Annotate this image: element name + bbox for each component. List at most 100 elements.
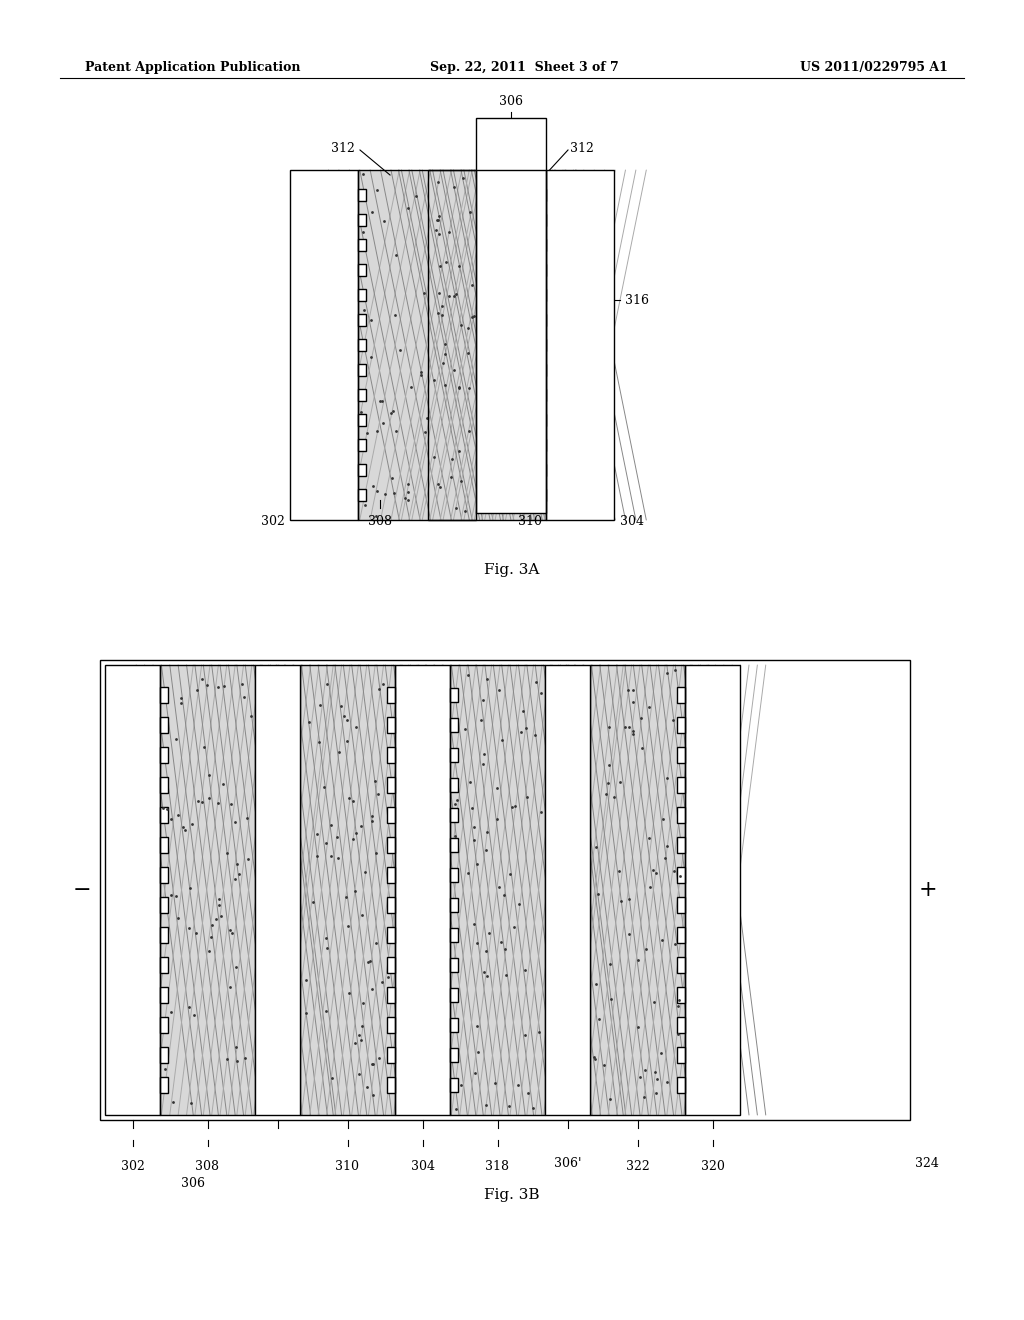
Point [168,729,184,750]
Point [477,388,494,409]
Point [403,378,420,399]
Point [355,993,372,1014]
Point [525,1097,542,1118]
Point [163,1001,179,1022]
Point [226,869,243,890]
Point [305,891,322,912]
Point [529,281,546,302]
Point [495,729,511,750]
Point [453,1074,469,1096]
Bar [538,214,546,227]
Point [451,378,467,399]
Point [622,924,638,945]
Point [464,306,480,327]
Point [498,965,514,986]
Bar [677,1018,685,1032]
Point [621,888,637,909]
Point [588,973,604,994]
Bar [450,665,545,1115]
Bar [590,665,685,1115]
Point [460,317,476,338]
Point [666,710,682,731]
Point [203,927,219,948]
Point [419,407,435,428]
Point [493,178,509,199]
Point [347,880,364,902]
Point [348,822,365,843]
Point [347,1032,364,1053]
Bar [255,665,300,1115]
Point [221,920,238,941]
Point [210,792,226,813]
Point [478,821,495,842]
Point [666,861,682,882]
Bar [545,665,590,1115]
Text: +: + [919,879,937,902]
Bar [387,777,395,793]
Point [453,471,469,492]
Bar [160,957,168,973]
Point [534,801,550,822]
Bar [387,808,395,822]
Point [353,401,370,422]
Point [461,378,477,399]
Text: Fig. 3B: Fig. 3B [484,1188,540,1203]
Point [165,1092,181,1113]
Bar [450,928,458,941]
Point [204,915,220,936]
Point [431,205,447,226]
Point [640,697,656,718]
Bar [677,987,685,1003]
Bar [677,1047,685,1063]
Point [228,957,245,978]
Point [497,939,513,960]
Point [163,808,179,829]
Bar [358,214,366,227]
Text: Sep. 22, 2011  Sheet 3 of 7: Sep. 22, 2011 Sheet 3 of 7 [430,62,618,74]
Point [336,705,352,726]
Point [243,705,259,726]
Point [181,878,198,899]
Point [219,1048,236,1069]
Point [464,275,480,296]
Point [600,717,616,738]
Point [370,180,386,201]
Point [496,884,512,906]
Point [361,950,378,972]
Point [308,846,325,867]
Point [301,711,317,733]
Point [478,840,495,861]
Point [370,784,386,805]
Bar [538,463,546,477]
Point [385,400,401,421]
Point [445,177,462,198]
Point [416,282,432,304]
Point [433,305,450,326]
Point [649,1069,666,1090]
Point [441,220,458,242]
Bar [387,717,395,733]
Bar [450,1078,458,1092]
Point [452,376,468,397]
Bar [387,747,395,763]
Bar [358,239,366,252]
Point [323,845,339,866]
Bar [677,808,685,822]
Point [355,164,372,185]
Bar [450,748,458,762]
Bar [160,777,168,793]
Bar [387,1077,395,1093]
Point [211,895,227,916]
Point [329,826,345,847]
Point [479,669,496,690]
Point [222,793,239,814]
Point [504,796,520,817]
Bar [160,1018,168,1032]
Point [175,816,191,837]
Point [670,995,686,1016]
Point [437,375,454,396]
Point [339,731,355,752]
Point [397,487,414,508]
Point [430,223,446,244]
Point [157,1059,173,1080]
